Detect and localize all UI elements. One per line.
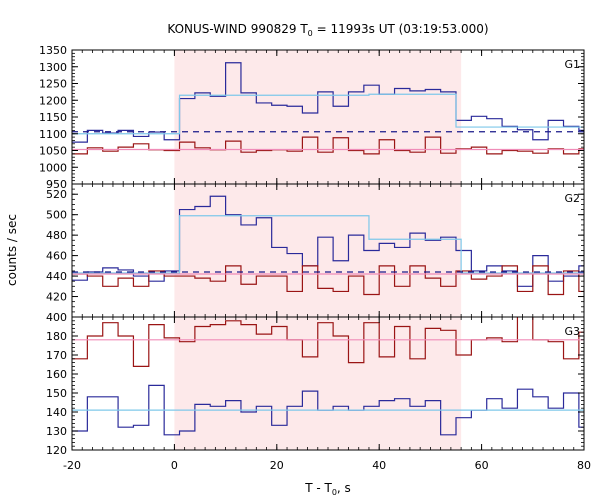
y-tick-label-g1-2: 1050: [39, 145, 67, 158]
chart-title-rest: = 11993s UT (03:19:53.000): [313, 22, 489, 36]
x-tick-label-2: 20: [270, 459, 284, 472]
series-red-g3: [72, 317, 584, 367]
y-tick-label-g1-8: 1350: [39, 44, 67, 57]
y-tick-label-g3-5: 170: [46, 349, 67, 362]
series-cyan-g2: [72, 215, 584, 274]
y-axis-label: counts / sec: [5, 214, 19, 286]
y-tick-label-g3-4: 160: [46, 368, 67, 381]
x-tick-label-0: -20: [63, 459, 81, 472]
y-tick-label-g3-2: 140: [46, 406, 67, 419]
shaded-interval-g1: [174, 50, 462, 184]
x-axis-label: T - T0, s: [304, 481, 351, 497]
x-tick-label-5: 80: [577, 459, 591, 472]
y-tick-label-g2-2: 440: [46, 270, 67, 283]
y-tick-label-g2-1: 420: [46, 291, 67, 304]
y-tick-label-g3-6: 180: [46, 330, 67, 343]
series-red-g2: [72, 265, 584, 296]
x-axis-label-rest: , s: [337, 481, 351, 495]
y-tick-label-g2-0: 400: [46, 311, 67, 324]
panel-label-g3: G3: [564, 325, 580, 338]
chart-title-subscript: 0: [308, 29, 313, 38]
y-tick-label-g1-4: 1150: [39, 111, 67, 124]
y-tick-label-g1-0: 950: [46, 178, 67, 191]
series-blue-g3: [72, 384, 584, 436]
y-tick-label-g2-4: 480: [46, 229, 67, 242]
y-tick-label-g3-3: 150: [46, 387, 67, 400]
panel-label-g2: G2: [564, 192, 580, 205]
plot-area: 95010001050110011501200125013001350G1400…: [39, 44, 591, 472]
chart-title: KONUS-WIND 990829 T0 = 11993s UT (03:19:…: [167, 22, 488, 38]
y-tick-label-g1-3: 1100: [39, 128, 67, 141]
y-tick-label-g2-6: 520: [46, 188, 67, 201]
x-tick-label-1: 0: [171, 459, 178, 472]
y-tick-label-g3-0: 120: [46, 444, 67, 457]
series-cyan-g1: [72, 93, 584, 135]
y-tick-label-g1-7: 1300: [39, 61, 67, 74]
y-tick-label-g2-3: 460: [46, 250, 67, 263]
x-tick-label-3: 40: [372, 459, 386, 472]
y-tick-label-g2-5: 500: [46, 209, 67, 222]
y-tick-label-g3-1: 130: [46, 425, 67, 438]
panel-label-g1: G1: [564, 58, 580, 71]
y-tick-label-g1-6: 1250: [39, 78, 67, 91]
x-axis-label-subscript: 0: [332, 488, 337, 497]
y-tick-label-g1-1: 1000: [39, 161, 67, 174]
x-tick-label-4: 60: [475, 459, 489, 472]
y-tick-label-g1-5: 1200: [39, 94, 67, 107]
